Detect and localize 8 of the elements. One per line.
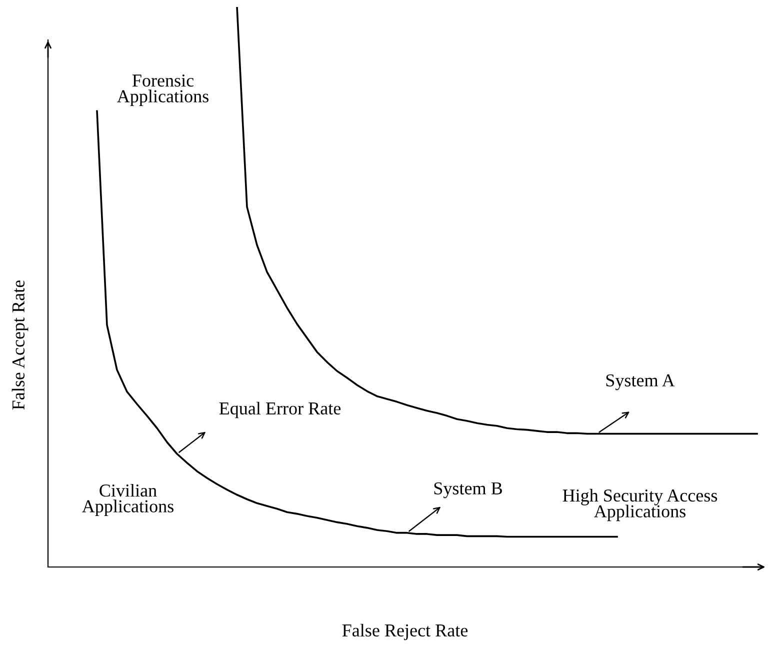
y-axis-title: False Accept Rate: [12, 280, 28, 410]
annotation: Forensic Applications: [117, 74, 208, 106]
text: System B: [434, 482, 502, 498]
annotation: Equal Error Rate: [219, 402, 341, 418]
annotation: High Security Access Applications: [562, 488, 718, 522]
x-axis-title: False Reject Rate: [342, 624, 468, 640]
annotation: Civilian Applications: [82, 484, 174, 516]
text: System A: [606, 374, 675, 390]
